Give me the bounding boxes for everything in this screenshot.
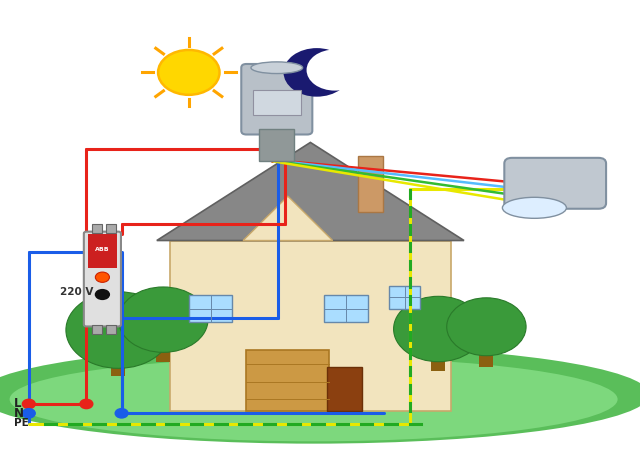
Text: 220 V: 220 V: [60, 287, 93, 297]
Text: ABB: ABB: [95, 248, 109, 252]
Bar: [324, 295, 368, 322]
Circle shape: [284, 48, 350, 97]
Circle shape: [447, 298, 526, 356]
Circle shape: [95, 289, 110, 300]
Bar: [189, 295, 232, 322]
Bar: [106, 224, 116, 233]
Polygon shape: [243, 196, 333, 241]
Circle shape: [158, 50, 220, 95]
Text: PE: PE: [14, 417, 29, 428]
Bar: [92, 224, 102, 233]
Ellipse shape: [10, 357, 618, 441]
Bar: [479, 346, 493, 367]
Bar: [259, 129, 294, 161]
Bar: [389, 286, 420, 309]
FancyBboxPatch shape: [241, 64, 312, 134]
Bar: [156, 341, 170, 362]
Circle shape: [118, 287, 208, 352]
Bar: [106, 325, 116, 334]
Bar: [88, 234, 117, 268]
Bar: [111, 355, 125, 376]
Circle shape: [95, 272, 109, 283]
Circle shape: [22, 409, 35, 418]
Bar: [246, 350, 329, 411]
Circle shape: [66, 292, 171, 368]
Circle shape: [22, 399, 35, 409]
Bar: [358, 156, 383, 212]
Bar: [431, 350, 445, 371]
Circle shape: [80, 399, 93, 409]
FancyBboxPatch shape: [84, 232, 121, 326]
Circle shape: [115, 409, 128, 418]
Bar: [92, 325, 102, 334]
Text: L: L: [14, 397, 22, 410]
Ellipse shape: [502, 197, 566, 218]
Bar: [170, 241, 451, 411]
Circle shape: [394, 296, 483, 361]
FancyBboxPatch shape: [504, 158, 606, 209]
Ellipse shape: [251, 62, 303, 73]
Text: N: N: [14, 407, 24, 420]
Polygon shape: [157, 142, 464, 241]
Bar: [327, 367, 362, 411]
Circle shape: [307, 50, 363, 91]
Bar: [253, 90, 301, 115]
Ellipse shape: [0, 346, 640, 444]
